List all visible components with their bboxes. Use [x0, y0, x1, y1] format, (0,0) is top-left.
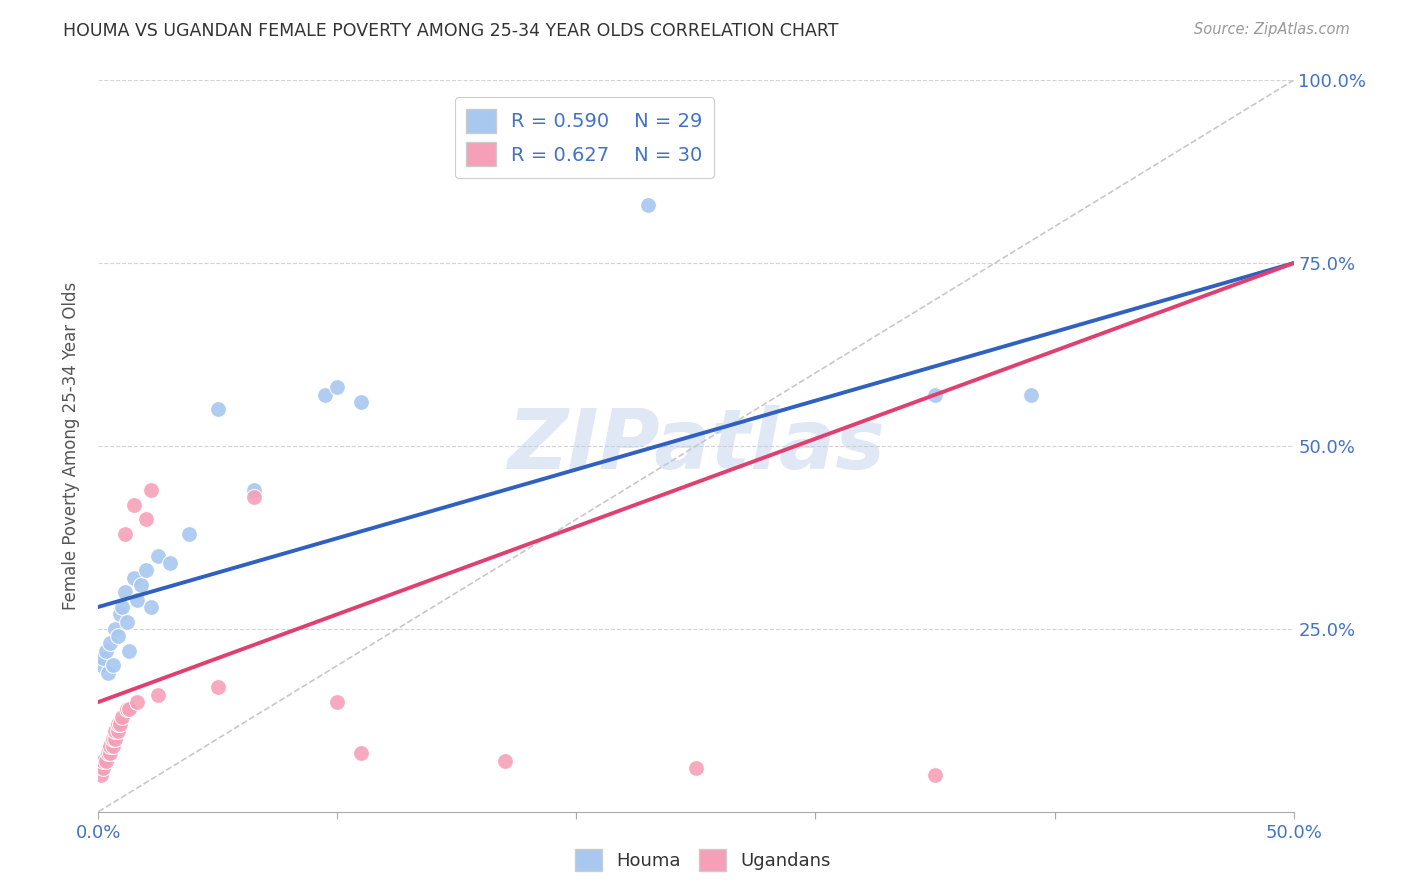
Point: [98, 746, 122, 760]
Point: [115, 615, 138, 629]
Point: [124, 498, 146, 512]
Point: [179, 526, 201, 541]
Point: [207, 681, 229, 695]
Point: [90, 658, 112, 673]
Point: [111, 709, 134, 723]
Point: [350, 746, 373, 760]
Point: [315, 388, 337, 402]
Point: [104, 731, 127, 746]
Point: [98, 739, 122, 753]
Point: [148, 688, 170, 702]
Point: [1019, 388, 1042, 402]
Point: [139, 599, 162, 614]
Point: [104, 622, 127, 636]
Point: [685, 761, 707, 775]
Point: [139, 483, 162, 497]
Point: [94, 644, 117, 658]
Point: [118, 644, 141, 658]
Point: [124, 571, 146, 585]
Point: [159, 556, 181, 570]
Legend: R = 0.590    N = 29, R = 0.627    N = 30: R = 0.590 N = 29, R = 0.627 N = 30: [454, 97, 714, 178]
Point: [135, 563, 157, 577]
Point: [107, 717, 129, 731]
Text: ZIPatlas: ZIPatlas: [508, 406, 884, 486]
Point: [91, 651, 114, 665]
Point: [148, 549, 170, 563]
Point: [94, 754, 117, 768]
Point: [131, 578, 153, 592]
Text: HOUMA VS UGANDAN FEMALE POVERTY AMONG 25-34 YEAR OLDS CORRELATION CHART: HOUMA VS UGANDAN FEMALE POVERTY AMONG 25…: [63, 22, 839, 40]
Point: [101, 731, 124, 746]
Legend: Houma, Ugandans: Houma, Ugandans: [568, 842, 838, 879]
Point: [111, 599, 134, 614]
Point: [104, 724, 127, 739]
Point: [108, 717, 131, 731]
Point: [243, 490, 266, 504]
Point: [494, 754, 516, 768]
Point: [207, 402, 229, 417]
Point: [924, 768, 946, 782]
Point: [115, 702, 138, 716]
Point: [243, 483, 266, 497]
Point: [350, 395, 373, 409]
Point: [107, 724, 129, 739]
Point: [107, 629, 129, 643]
Y-axis label: Female Poverty Among 25-34 Year Olds: Female Poverty Among 25-34 Year Olds: [62, 282, 80, 610]
Point: [326, 695, 349, 709]
Point: [97, 665, 120, 680]
Point: [97, 746, 120, 760]
Point: [924, 388, 946, 402]
Point: [125, 592, 148, 607]
Point: [114, 585, 136, 599]
Point: [108, 607, 131, 622]
Point: [135, 512, 157, 526]
Point: [101, 739, 124, 753]
Point: [98, 636, 122, 650]
Point: [101, 658, 124, 673]
Point: [90, 768, 112, 782]
Point: [114, 526, 136, 541]
Text: Source: ZipAtlas.com: Source: ZipAtlas.com: [1194, 22, 1350, 37]
Point: [91, 754, 114, 768]
Point: [326, 380, 349, 394]
Point: [118, 702, 141, 716]
Point: [91, 761, 114, 775]
Point: [125, 695, 148, 709]
Point: [637, 197, 659, 211]
